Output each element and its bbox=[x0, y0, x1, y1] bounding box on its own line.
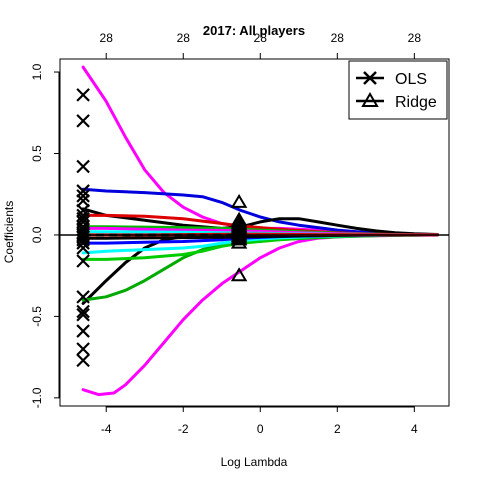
y-tick-label-1: -0.5 bbox=[30, 306, 44, 327]
x-tick-label-3: 2 bbox=[334, 422, 341, 436]
ols-marker-24 bbox=[76, 353, 90, 368]
series-line-5 bbox=[81, 233, 439, 302]
y-tick-label-4: 1.0 bbox=[30, 63, 44, 80]
legend: OLS Ridge bbox=[348, 60, 448, 120]
x-tick-label-0: -4 bbox=[101, 422, 112, 436]
ols-marker-5 bbox=[76, 193, 90, 208]
x-tick-label-4: 4 bbox=[411, 422, 418, 436]
legend-ridge-label: Ridge bbox=[395, 94, 437, 111]
series-lines bbox=[60, 65, 449, 397]
x-tick-label-1: -2 bbox=[178, 422, 189, 436]
x-axis: -4 -2 0 2 4 bbox=[101, 406, 418, 436]
ridge-marker-14 bbox=[230, 234, 248, 249]
y-axis: -1.0 -0.5 0.0 0.5 1.0 bbox=[30, 63, 60, 408]
chart-title: 2017: All players bbox=[203, 23, 305, 38]
ols-marker-19 bbox=[76, 290, 90, 304]
ols-marker-17 bbox=[76, 241, 90, 255]
series-line-3 bbox=[81, 207, 439, 236]
plot-frame bbox=[59, 58, 450, 407]
y-axis-label: Coefficients bbox=[2, 201, 16, 263]
markers bbox=[76, 88, 248, 368]
top-axis: 28 28 28 28 28 bbox=[100, 31, 422, 59]
legend-ols-x-icon bbox=[363, 71, 377, 85]
y-tick-label-3: 0.5 bbox=[30, 145, 44, 162]
top-tick-label-1: 28 bbox=[177, 31, 191, 45]
series-line-4 bbox=[81, 233, 439, 305]
ols-marker-18 bbox=[76, 254, 90, 268]
x-axis-label: Log Lambda bbox=[221, 455, 288, 469]
ols-marker-20 bbox=[76, 304, 90, 319]
top-tick-label-4: 28 bbox=[408, 31, 422, 45]
ols-marker-23 bbox=[76, 342, 90, 356]
y-tick-label-0: -1.0 bbox=[30, 387, 44, 408]
legend-ols-label: OLS bbox=[395, 71, 427, 88]
y-tick-label-2: 0.0 bbox=[30, 226, 44, 243]
ridge-marker-13 bbox=[230, 231, 248, 246]
legend-box bbox=[348, 60, 448, 120]
top-tick-label-3: 28 bbox=[331, 31, 345, 45]
top-tick-label-2: 28 bbox=[254, 31, 268, 45]
ols-marker-4 bbox=[76, 189, 90, 203]
ridge-marker-0 bbox=[230, 193, 248, 208]
x-tick-label-2: 0 bbox=[257, 422, 264, 436]
ols-marker-16 bbox=[76, 236, 90, 250]
ols-marker-21 bbox=[76, 307, 90, 322]
legend-ridge-triangle-icon bbox=[361, 92, 379, 107]
ols-marker-3 bbox=[76, 184, 90, 198]
ols-marker-22 bbox=[76, 324, 90, 338]
ols-marker-0 bbox=[76, 88, 90, 102]
ridge-marker-15 bbox=[230, 267, 248, 282]
ols-marker-1 bbox=[76, 114, 90, 128]
top-tick-label-0: 28 bbox=[100, 31, 114, 45]
ols-marker-2 bbox=[76, 159, 90, 174]
